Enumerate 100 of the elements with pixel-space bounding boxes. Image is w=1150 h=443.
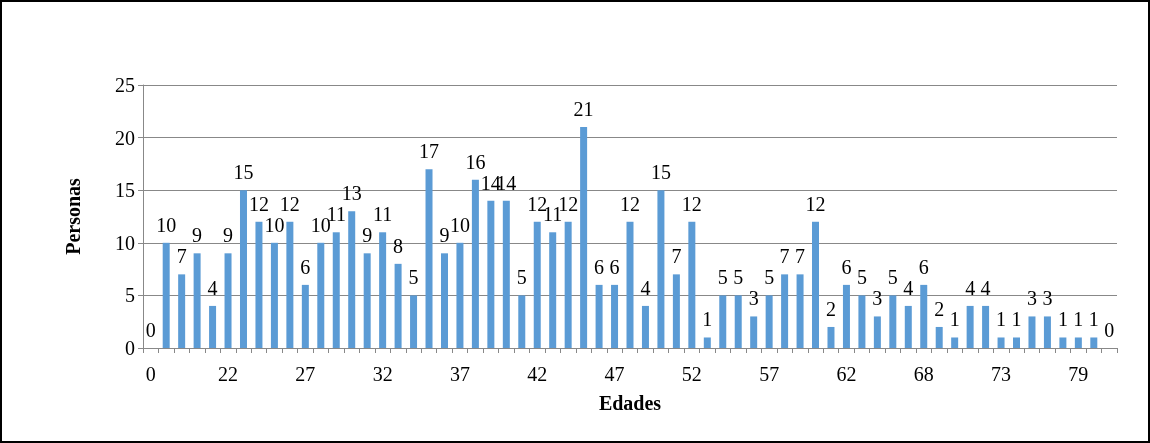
data-label: 5	[733, 266, 744, 289]
bar	[703, 337, 711, 348]
bar	[440, 253, 448, 348]
data-label: 3	[1042, 287, 1053, 310]
bar	[286, 221, 294, 348]
bar	[1028, 316, 1036, 348]
bar	[827, 326, 835, 348]
data-label: 6	[300, 255, 311, 278]
data-label: 1	[1088, 308, 1099, 331]
data-label: 4	[965, 276, 976, 299]
bar	[858, 295, 866, 348]
bar	[564, 221, 572, 348]
y-axis-title: Personas	[62, 177, 84, 255]
x-tick-label: 79	[1068, 363, 1089, 385]
bar	[626, 221, 634, 348]
bar	[363, 253, 371, 348]
bar	[379, 232, 387, 348]
bar	[270, 242, 278, 348]
x-tick-label: 68	[913, 363, 934, 385]
y-tick-label: 15	[115, 179, 135, 202]
data-label: 9	[362, 224, 373, 247]
bar	[487, 200, 495, 348]
bar	[595, 284, 603, 348]
bar	[1043, 316, 1051, 348]
bar	[1074, 337, 1082, 348]
data-label: 2	[934, 297, 945, 320]
data-label: 6	[609, 255, 620, 278]
bar	[209, 305, 217, 348]
bar	[410, 295, 418, 348]
x-tick-label: 57	[759, 363, 780, 385]
bar	[533, 221, 541, 348]
bar	[641, 305, 649, 348]
data-label: 9	[223, 224, 234, 247]
bar	[301, 284, 309, 348]
x-tick-label: 37	[449, 363, 470, 385]
bar	[224, 253, 232, 348]
x-axis-title: Edades	[598, 392, 662, 414]
bar	[997, 337, 1005, 348]
data-label: 1	[996, 308, 1007, 331]
bar	[255, 221, 263, 348]
bar	[842, 284, 850, 348]
data-label: 6	[594, 255, 605, 278]
bar	[425, 169, 433, 348]
bar	[394, 263, 402, 348]
bar	[719, 295, 727, 348]
data-label: 1	[702, 308, 713, 331]
data-label: 6	[841, 255, 852, 278]
bar	[1059, 337, 1067, 348]
data-label: 8	[393, 234, 404, 257]
data-label: 4	[640, 276, 651, 299]
data-label: 13	[341, 182, 362, 205]
data-label: 7	[671, 245, 682, 268]
data-label: 11	[373, 203, 393, 226]
data-label: 9	[192, 224, 203, 247]
data-label: 1	[1011, 308, 1022, 331]
data-label: 3	[872, 287, 883, 310]
data-label: 7	[795, 245, 806, 268]
bar	[239, 190, 247, 348]
data-label: 6	[918, 255, 929, 278]
y-tick-label: 0	[125, 337, 135, 359]
data-label: 5	[408, 266, 419, 289]
bar	[781, 274, 789, 348]
data-label: 2	[825, 297, 836, 320]
bar	[518, 295, 526, 348]
data-label: 0	[145, 319, 156, 341]
x-tick-label: 47	[604, 363, 625, 385]
y-tick-label: 20	[115, 126, 135, 149]
bar	[889, 295, 897, 348]
y-tick-label: 10	[115, 231, 135, 254]
x-tick-label: 62	[836, 363, 857, 385]
bar	[951, 337, 959, 348]
data-label: 12	[248, 192, 269, 215]
data-label: 5	[887, 266, 898, 289]
bar	[796, 274, 804, 348]
x-tick-label: 0	[145, 363, 156, 385]
bar	[812, 221, 820, 348]
data-label: 0	[1104, 319, 1115, 341]
x-tick-label: 52	[681, 363, 702, 385]
data-label: 1	[949, 308, 960, 331]
data-label: 3	[748, 287, 759, 310]
bar	[456, 242, 464, 348]
bar	[332, 232, 340, 348]
bar	[688, 221, 696, 348]
data-label: 5	[856, 266, 867, 289]
data-label: 1	[1057, 308, 1068, 331]
data-label: 12	[279, 192, 300, 215]
data-label: 4	[980, 276, 991, 299]
data-label: 5	[516, 266, 527, 289]
data-label: 12	[681, 192, 702, 215]
bar	[348, 211, 356, 348]
data-label: 5	[717, 266, 728, 289]
data-label: 17	[419, 140, 440, 163]
data-label: 15	[650, 161, 671, 184]
bar	[471, 179, 479, 348]
data-label: 9	[439, 224, 450, 247]
x-tick-label: 73	[991, 363, 1012, 385]
bar	[750, 316, 758, 348]
bar	[920, 284, 928, 348]
data-label: 4	[903, 276, 914, 299]
bar	[982, 305, 990, 348]
